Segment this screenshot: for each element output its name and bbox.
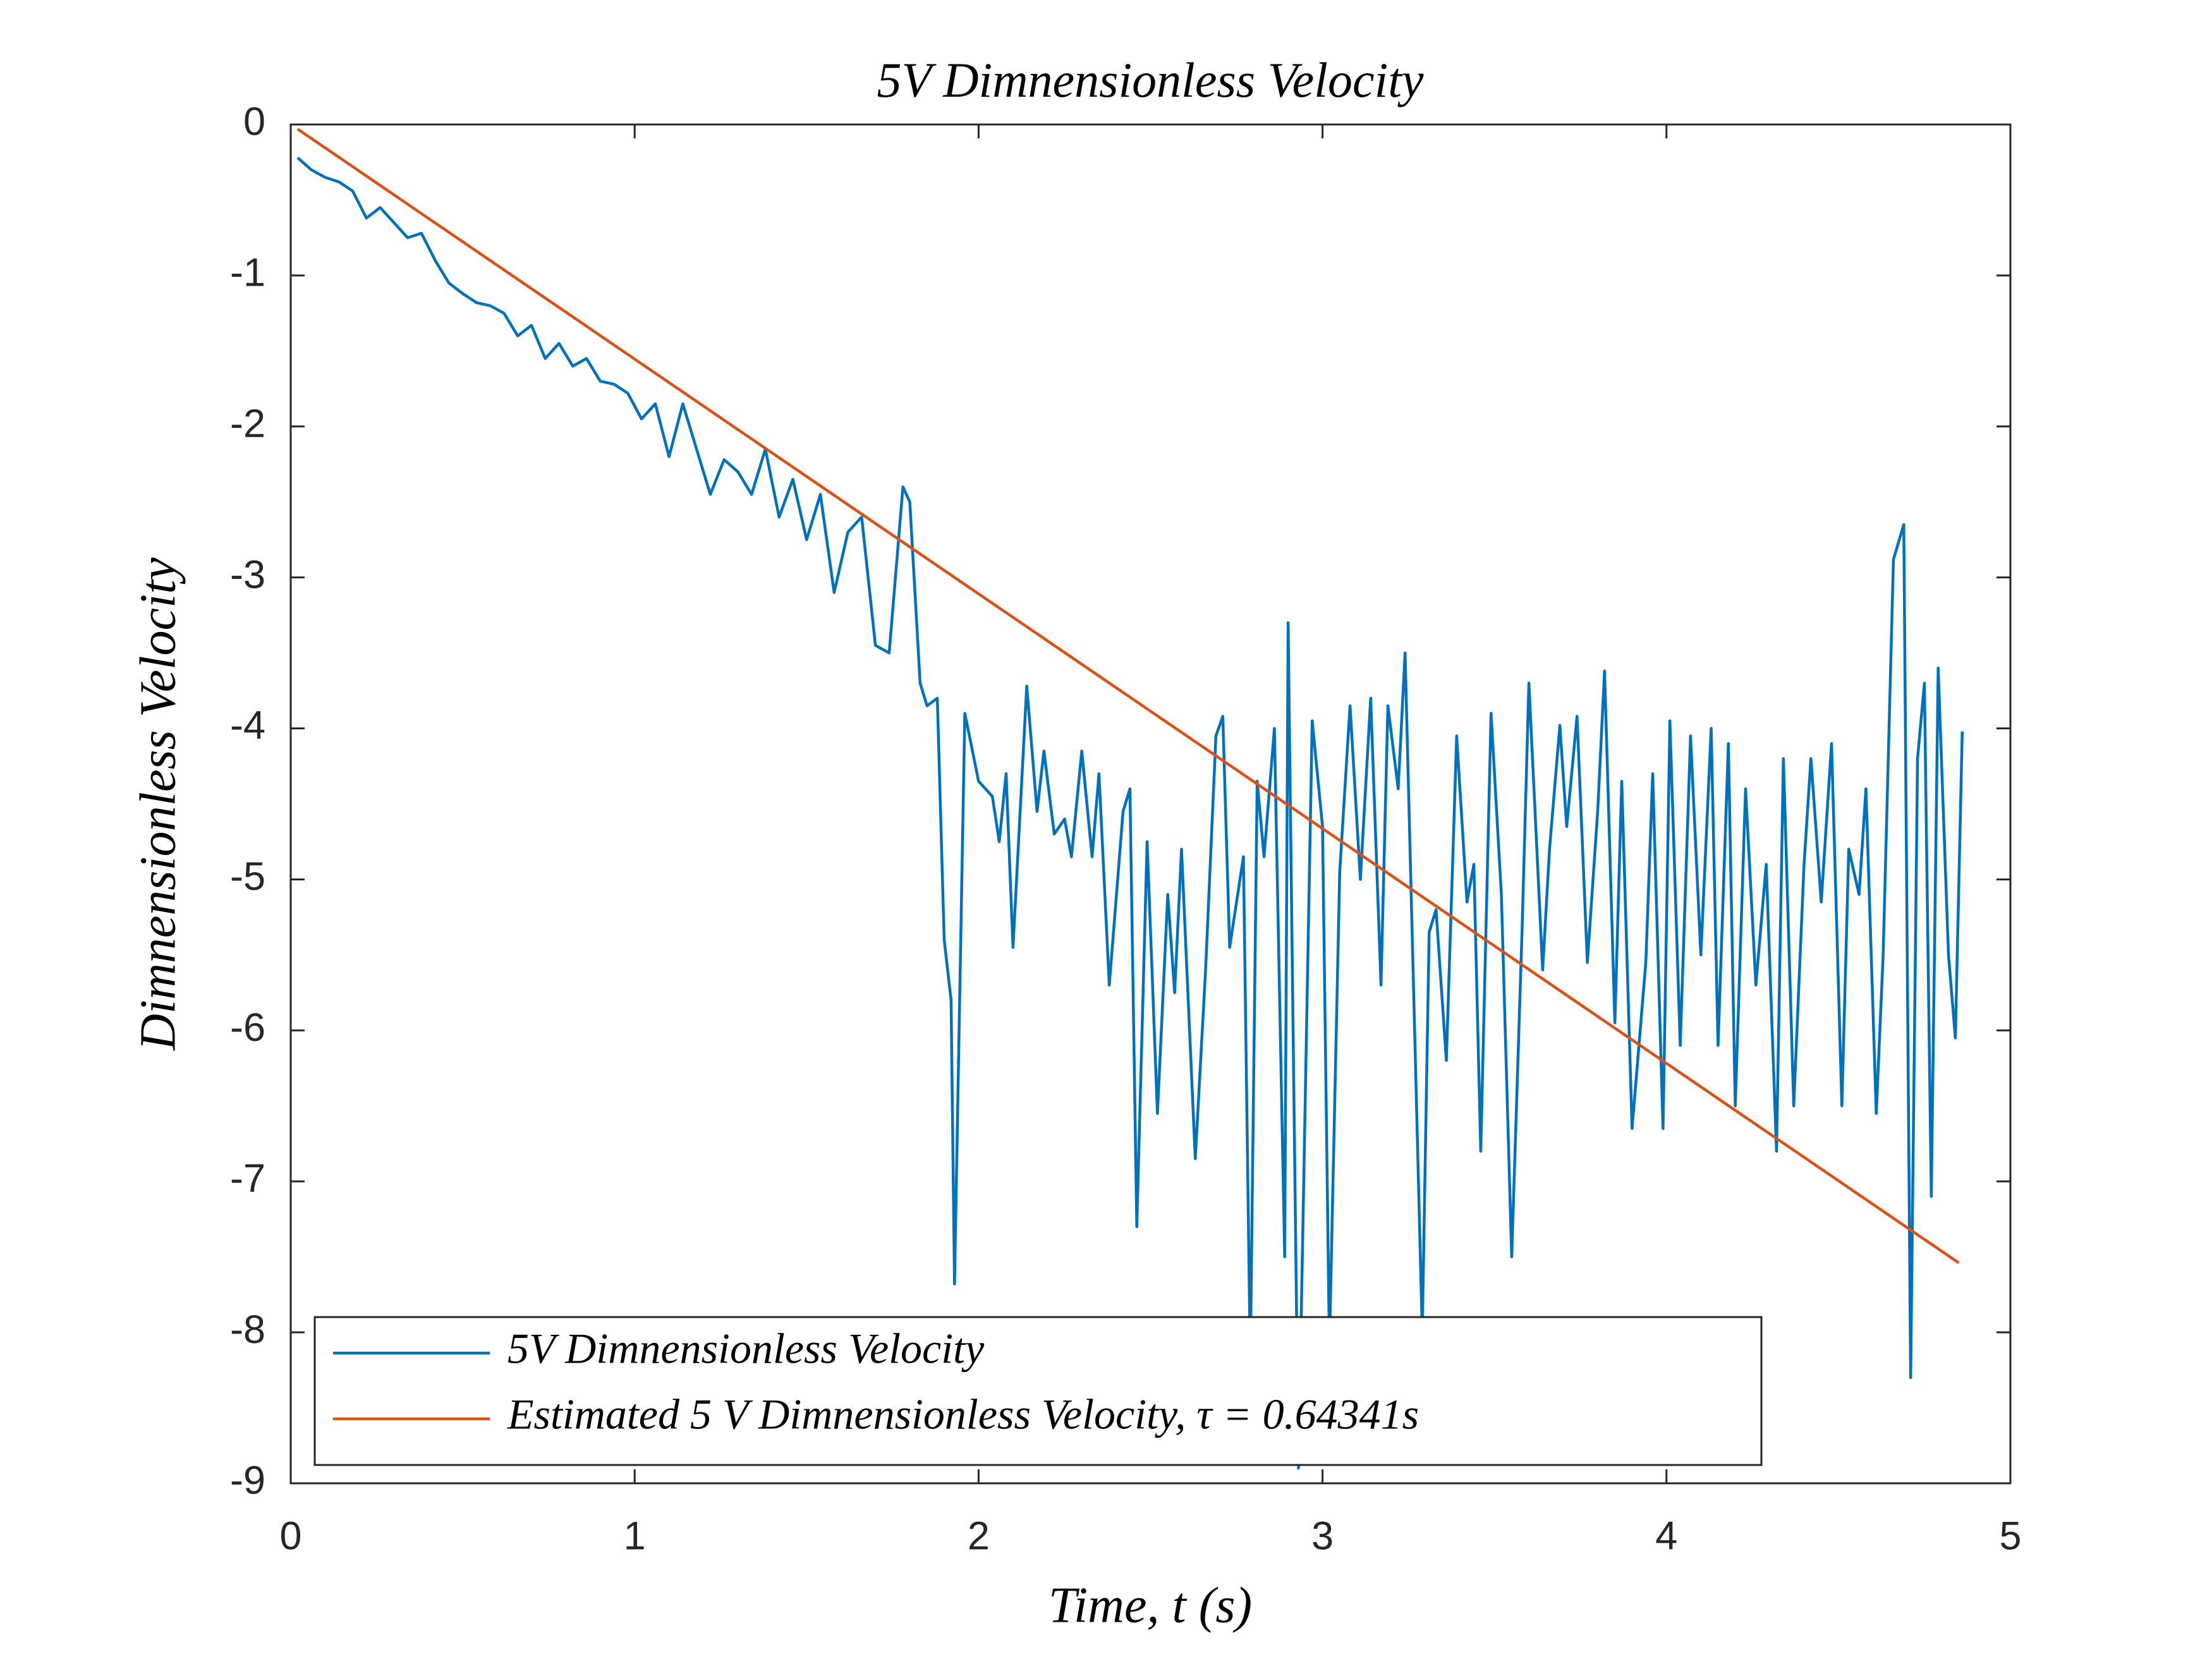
y-tick-label: -4: [230, 703, 265, 748]
x-tick-label: 4: [1655, 1514, 1677, 1559]
y-tick-label: -5: [230, 854, 265, 899]
y-tick-label: -2: [230, 401, 265, 446]
legend: 5V Dimnensionless Velocity Estimated 5 V …: [313, 1316, 1763, 1466]
x-tick-label: 1: [624, 1514, 646, 1559]
series-line: [296, 156, 1964, 1470]
y-tick-label: -9: [230, 1459, 265, 1503]
plot-area: [296, 128, 1964, 1470]
y-tick-label: -8: [230, 1308, 265, 1352]
legend-label: 5V Dimnensionless Velocity: [507, 1325, 985, 1373]
y-tick-label: 0: [243, 100, 265, 144]
x-axis-label: Time, t (s): [1048, 1577, 1252, 1633]
axes-box: [289, 123, 2012, 1485]
y-tick-label: -3: [230, 552, 265, 597]
legend-label: Estimated 5 V Dimnensionless Velocity, τ…: [507, 1390, 1419, 1438]
legend-box: [313, 1316, 1763, 1466]
series-line: [296, 128, 1960, 1265]
x-tick-label: 5: [1999, 1514, 2021, 1559]
x-tick-label: 0: [279, 1514, 301, 1559]
y-tick-label: -6: [230, 1006, 265, 1050]
chart-title: 5V Dimnensionless Velocity: [877, 52, 1423, 107]
x-tick-label: 2: [968, 1514, 990, 1559]
y-tick-label: -1: [230, 251, 265, 295]
x-tick-label: 3: [1311, 1514, 1334, 1559]
y-axis-label: Dimnensionless Velocity: [130, 557, 186, 1051]
y-tick-label: -7: [230, 1157, 265, 1201]
